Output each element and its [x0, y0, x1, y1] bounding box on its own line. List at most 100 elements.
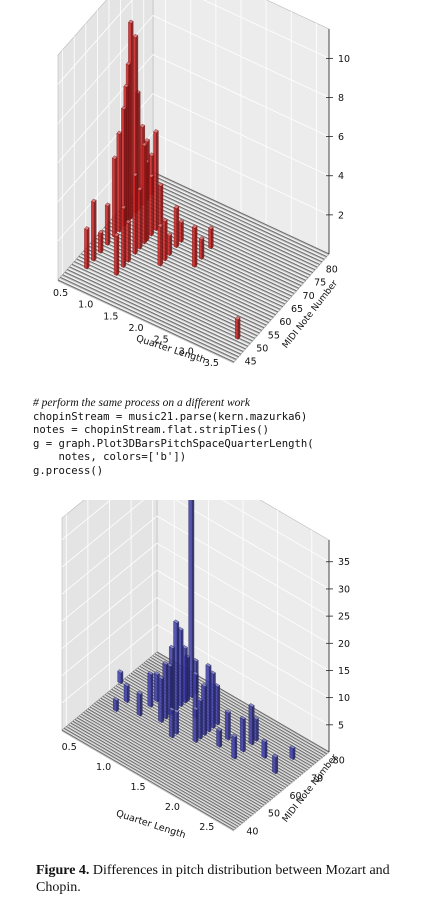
floor-slab	[91, 704, 265, 806]
x-tick-label: 1.0	[96, 762, 111, 773]
bar-side	[228, 711, 231, 741]
floor-slab	[83, 251, 260, 335]
z-tick-label: 8	[338, 93, 344, 104]
bar-front	[125, 221, 129, 263]
floor-slab	[102, 695, 276, 797]
floor-slab	[60, 278, 237, 361]
bar-front	[166, 234, 171, 257]
bar-side	[123, 206, 127, 269]
x-tick-label: 0.5	[53, 288, 68, 299]
bar-top	[166, 232, 173, 237]
bar-front	[289, 746, 294, 761]
bar-front	[234, 318, 239, 340]
y-tick-label: 50	[256, 344, 268, 355]
code-line: notes = chopinStream.flat.stripTies()	[33, 424, 269, 437]
floor-slab	[138, 188, 316, 272]
z-tick-label: 15	[338, 666, 350, 677]
y-tick-label: 75	[314, 278, 326, 289]
bar-side	[251, 704, 255, 746]
grid-line	[57, 132, 330, 242]
floor-slab	[72, 720, 246, 822]
bar-side	[237, 317, 241, 341]
floor-slab	[79, 716, 252, 818]
bar-side	[292, 746, 296, 761]
bar-side	[135, 173, 138, 256]
bar-top	[239, 715, 246, 720]
floor-slab	[94, 704, 267, 805]
bar-top	[168, 707, 175, 712]
bar-side	[146, 160, 150, 242]
floor-slab	[81, 714, 254, 816]
floor-slab	[134, 194, 311, 277]
bar-side	[172, 646, 175, 715]
bar-side	[213, 672, 216, 730]
bar-top	[116, 130, 123, 135]
floor-slab	[57, 279, 235, 363]
bar-top	[162, 218, 168, 223]
bar-front	[198, 238, 203, 260]
bar-top	[139, 123, 146, 129]
floor-slab	[71, 263, 249, 347]
floor-slab	[96, 701, 269, 803]
bar-top	[141, 142, 148, 147]
x-tick-label: 1.0	[78, 300, 93, 311]
bar-side	[120, 671, 124, 685]
floor-slab	[104, 694, 278, 796]
bar-front	[136, 692, 141, 717]
bar-side	[176, 621, 180, 711]
floor-slab	[70, 723, 243, 825]
bar-top	[168, 644, 175, 649]
floor-slab	[94, 702, 267, 804]
bar-side	[234, 735, 238, 760]
bar-side	[164, 219, 168, 262]
code-comment: # perform the same process on a differen…	[33, 397, 250, 409]
floor-slab	[61, 730, 235, 832]
bar-top	[147, 671, 154, 676]
code-line: notes, colors=['b'])	[33, 451, 187, 464]
bar-top	[104, 202, 111, 207]
y-tick-label: 65	[291, 304, 303, 315]
floor-slab	[100, 699, 274, 800]
bar-top	[121, 105, 127, 110]
grid-line	[61, 542, 330, 644]
floor-slab	[69, 266, 246, 350]
y-tick-label: 70	[303, 291, 315, 302]
bar-top	[112, 696, 119, 702]
bar-front	[216, 728, 221, 748]
bar-side	[160, 224, 163, 267]
bar-side	[128, 220, 131, 264]
bar-side	[181, 220, 184, 244]
grid-line	[61, 515, 330, 617]
bar-front	[168, 708, 173, 739]
chart-canvas: 5 10 15 20 25 30 35 0.5 1.0 1.5 2.0 2.5 40 50 60 70 80 Qu…	[61, 439, 350, 841]
bar-top	[201, 682, 208, 688]
bar-top	[192, 706, 199, 711]
bar-top	[224, 709, 231, 714]
bar-top	[231, 733, 238, 738]
floor-slab	[81, 254, 258, 338]
floor-slab	[141, 184, 318, 268]
bar-top	[153, 671, 160, 676]
floor-slab	[67, 268, 244, 352]
bar-front	[239, 717, 244, 753]
bar-side	[100, 230, 104, 254]
bar-side	[200, 699, 203, 740]
bar-front	[98, 232, 102, 254]
bar-side	[264, 740, 268, 760]
grid-line	[61, 624, 330, 726]
x-tick-label: 3.5	[204, 358, 219, 369]
floor-slab	[83, 711, 256, 813]
floor-slab	[62, 275, 239, 359]
bar-top	[261, 738, 268, 743]
floor-slab	[90, 242, 267, 326]
grid-line	[57, 0, 330, 85]
x-tick-label: 2.5	[199, 822, 214, 833]
bar-front	[157, 184, 162, 226]
floor-slab	[101, 230, 279, 314]
bar-top	[125, 61, 132, 66]
bar-front	[192, 707, 197, 744]
bar-side	[208, 664, 212, 733]
bar-side	[256, 717, 259, 742]
y-tick-label: 60	[290, 791, 302, 802]
